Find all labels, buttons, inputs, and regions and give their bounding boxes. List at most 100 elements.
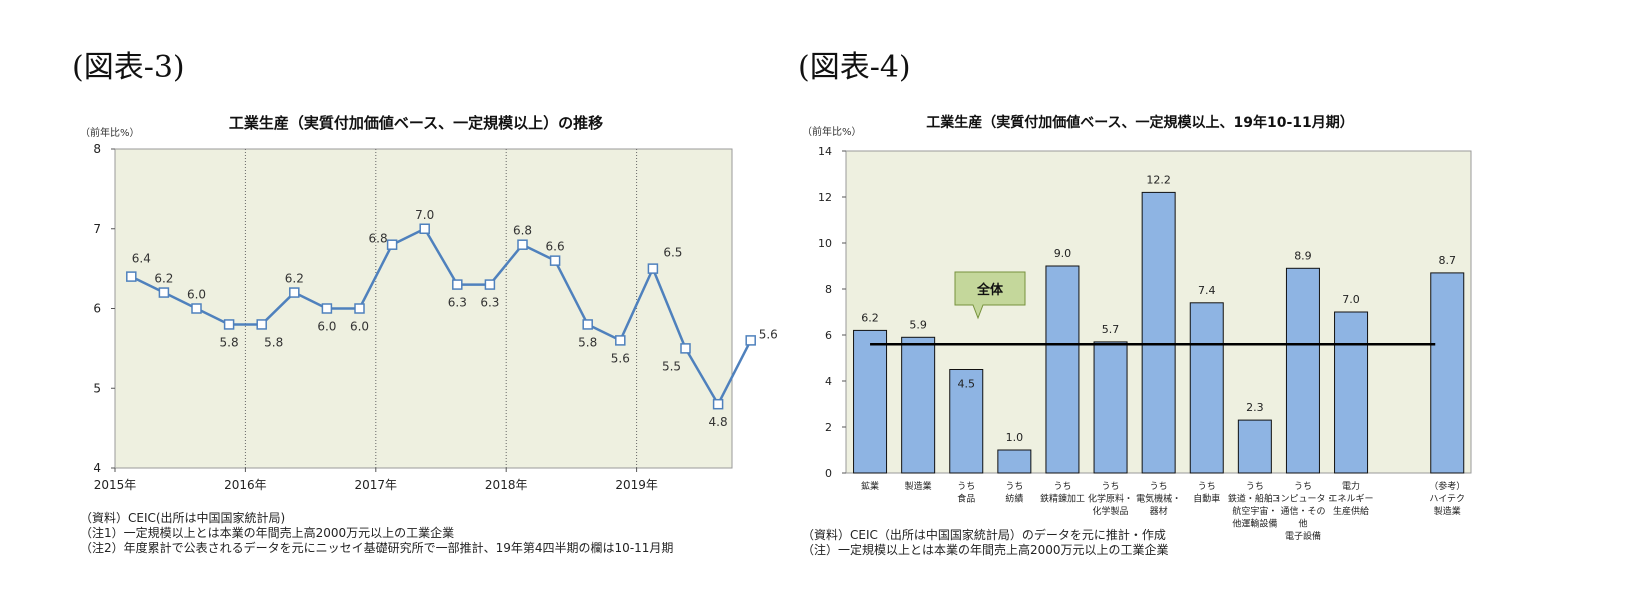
x-tick-label: 2019年 (615, 478, 658, 492)
y-unit-label: （前年比%） (802, 125, 862, 138)
category-label: 鉄精錬加工 (1040, 493, 1085, 505)
y-tick-label: 6 (93, 302, 101, 316)
data-point (712, 398, 724, 410)
category-label: うち (1198, 481, 1216, 492)
data-label: 6.2 (154, 272, 173, 286)
data-label: 7.0 (415, 208, 434, 222)
data-label: 6.3 (448, 296, 467, 310)
data-label: 5.9 (909, 318, 927, 331)
bar (997, 449, 1032, 474)
data-label: 6.3 (480, 296, 499, 310)
data-label: 4.8 (709, 415, 728, 429)
figure-4-note: （注）一定規模以上とは本業の年間売上高2000万元以上の工業企業 (802, 543, 1169, 557)
data-point (647, 263, 659, 274)
y-tick-label: 8 (825, 283, 832, 296)
data-point (386, 239, 398, 250)
data-label: 5.8 (264, 335, 283, 349)
category-label: 鉄道・船舶・ (1228, 493, 1282, 505)
data-point (321, 303, 333, 314)
category-label: うち (1150, 481, 1168, 492)
data-point (289, 287, 300, 298)
category-label: 航空宇宙・ (1232, 505, 1277, 517)
y-tick-label: 12 (818, 191, 832, 204)
category-label: 他 (1298, 518, 1307, 530)
data-label: 6.8 (513, 224, 532, 238)
figure-4-source-note: （資料）CEIC（出所は中国国家統計局）のデータを元に推計・作成 (802, 528, 1166, 542)
data-point (419, 223, 430, 234)
data-label: 6.5 (663, 246, 682, 260)
data-label: 7.0 (1342, 293, 1360, 306)
category-label: うち (1246, 481, 1264, 492)
figure-4-label: (図表-4) (798, 50, 911, 85)
bar (949, 369, 984, 474)
category-label: 自動車 (1193, 493, 1220, 505)
callout-box (954, 271, 1026, 320)
category-label: 電子設備 (1285, 530, 1321, 542)
bar (1189, 302, 1224, 474)
data-label: 8.9 (1294, 249, 1312, 262)
category-label: 化学原料・ (1088, 493, 1133, 505)
figure-3-note-2: （注2）年度累計で公表されるデータを元にニッセイ基礎研究所で一部推計、19年第4… (80, 541, 674, 555)
category-label: 食品 (957, 493, 975, 505)
category-label: 電力 (1342, 480, 1360, 492)
line-chart: 工業生産（実質付加価値ベース、一定規模以上）の推移 （前年比%） 4 5 6 7 8 2015… (80, 114, 778, 492)
figure-3-panel: (図表-3) 工業生産（実質付加価値ベース、一定規模以上）の推移 （前年比%） 4 5… (0, 0, 800, 604)
data-label: 8.7 (1439, 254, 1457, 267)
data-label: 7.4 (1198, 284, 1216, 297)
category-label: 化学製品 (1093, 505, 1129, 517)
y-tick-label: 10 (818, 237, 832, 250)
data-point (452, 279, 463, 290)
data-label: 1.0 (1006, 431, 1024, 444)
data-point (354, 303, 365, 314)
bar (1141, 191, 1176, 474)
y-tick-label: 4 (93, 461, 101, 475)
category-label: 器材 (1150, 505, 1168, 517)
data-point (615, 335, 626, 346)
bar-chart: 工業生産（実質付加価値ベース、一定規模以上、19年10-11月期） （前年比%） 0… (802, 114, 1472, 542)
bar (1045, 265, 1080, 474)
category-label: 紡績 (1005, 493, 1023, 505)
data-label: 6.0 (350, 320, 369, 334)
y-tick-label: 14 (818, 145, 832, 158)
bar (1237, 419, 1272, 474)
data-label: 9.0 (1054, 247, 1072, 260)
data-label: 5.6 (611, 351, 630, 365)
data-point (549, 255, 561, 266)
y-tick-label: 8 (93, 142, 101, 156)
data-point (126, 271, 137, 282)
category-label: うち (1005, 481, 1023, 492)
data-point (256, 319, 267, 330)
data-label: 6.4 (132, 252, 151, 266)
y-tick-label: 6 (825, 329, 832, 342)
data-point (745, 335, 756, 346)
category-label: うち (1053, 481, 1071, 492)
category-label: 生産供給 (1333, 505, 1369, 517)
category-label: エネルギー (1329, 494, 1374, 505)
y-tick-label: 5 (93, 381, 101, 395)
category-label: 通信・その (1280, 505, 1325, 517)
data-label: 6.0 (317, 320, 336, 334)
data-label: 6.2 (285, 272, 304, 286)
y-tick-label: 7 (93, 222, 101, 236)
category-label: （参考） (1429, 480, 1465, 492)
data-label: 4.5 (958, 378, 976, 391)
category-label: うち (1102, 481, 1120, 492)
bar (1334, 311, 1369, 474)
series-line (130, 227, 752, 406)
plot-area (114, 148, 733, 469)
data-label: 5.7 (1102, 323, 1120, 336)
x-tick-label: 2017年 (355, 478, 398, 492)
data-point (517, 239, 528, 250)
data-label: 6.0 (187, 288, 206, 302)
chart-title: 工業生産（実質付加価値ベース、一定規模以上）の推移 (229, 114, 603, 132)
y-unit-label: （前年比%） (80, 126, 140, 139)
bar (853, 329, 888, 474)
category-label: 鉱業 (861, 480, 879, 492)
data-point (582, 319, 593, 330)
y-tick-label: 0 (825, 467, 832, 480)
category-label: うち (957, 481, 975, 492)
x-tick-label: 2018年 (485, 478, 528, 492)
category-label: コンピュータ・ (1271, 494, 1334, 505)
category-label: ハイテク (1429, 494, 1465, 505)
data-point (158, 287, 170, 298)
